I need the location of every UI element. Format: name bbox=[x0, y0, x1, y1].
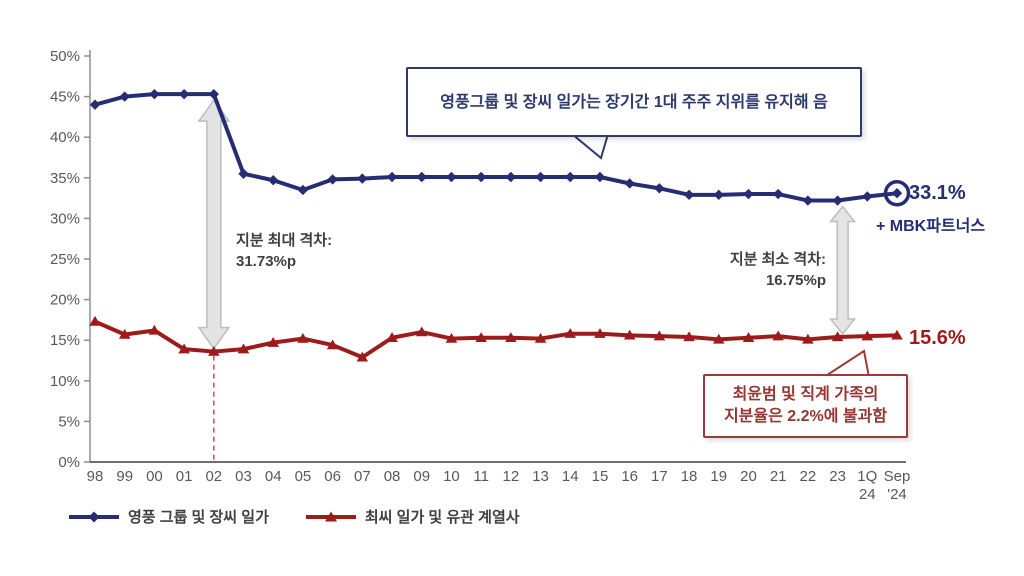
svg-text:05: 05 bbox=[295, 468, 312, 485]
svg-text:16: 16 bbox=[621, 468, 638, 485]
svg-text:02: 02 bbox=[205, 468, 222, 485]
min-gap-line2: 16.75%p bbox=[765, 272, 826, 289]
top-annotation-bubble: 영풍그룹 및 장씨 일가는 장기간 1대 주주 지위를 유지해 음 bbox=[406, 67, 862, 137]
max-gap-line1: 지분 최대 격차: bbox=[236, 232, 333, 249]
svg-text:23: 23 bbox=[829, 468, 846, 485]
svg-text:08: 08 bbox=[384, 468, 401, 485]
svg-text:06: 06 bbox=[324, 468, 341, 485]
legend-line-diamond-icon bbox=[68, 510, 120, 524]
svg-text:04: 04 bbox=[265, 468, 282, 485]
legend-label: 영풍 그룹 및 장씨 일가 bbox=[128, 509, 269, 526]
svg-text:13: 13 bbox=[532, 468, 549, 485]
svg-text:35%: 35% bbox=[50, 170, 80, 187]
svg-text:11: 11 bbox=[473, 468, 489, 485]
red-endpoint-value: 15.6% bbox=[909, 327, 966, 349]
svg-text:00: 00 bbox=[146, 468, 163, 485]
svg-text:12: 12 bbox=[503, 468, 520, 485]
svg-text:25%: 25% bbox=[50, 251, 80, 268]
svg-text:20%: 20% bbox=[50, 292, 80, 309]
red-annotation-line1: 최윤범 및 직계 가족의 bbox=[732, 386, 879, 403]
svg-text:10: 10 bbox=[443, 468, 460, 485]
min-gap-label: 지분 최소 격차: 16.75%p bbox=[690, 249, 826, 291]
max-gap-label: 지분 최대 격차: 31.73%p bbox=[236, 230, 332, 272]
svg-text:98: 98 bbox=[87, 468, 104, 485]
svg-text:Sep'24: Sep '24 bbox=[884, 468, 911, 503]
svg-text:21: 21 bbox=[770, 468, 787, 485]
svg-text:17: 17 bbox=[651, 468, 668, 485]
top-annotation-text: 영풍그룹 및 장씨 일가는 장기간 1대 주주 지위를 유지해 음 bbox=[440, 93, 828, 111]
svg-text:03: 03 bbox=[235, 468, 252, 485]
svg-text:15: 15 bbox=[592, 468, 609, 485]
svg-text:30%: 30% bbox=[50, 210, 80, 227]
legend-label: 최씨 일가 및 유관 계열사 bbox=[364, 509, 520, 526]
red-annotation-line2: 지분율은 2.2%에 불과함 bbox=[723, 408, 888, 425]
svg-text:40%: 40% bbox=[50, 129, 80, 146]
svg-text:5%: 5% bbox=[58, 413, 80, 430]
svg-text:22: 22 bbox=[800, 468, 817, 485]
legend-item-yeongpoong: 영풍 그룹 및 장씨 일가 bbox=[68, 506, 269, 527]
svg-text:15%: 15% bbox=[50, 332, 80, 349]
svg-text:09: 09 bbox=[413, 468, 430, 485]
svg-text:20: 20 bbox=[740, 468, 757, 485]
chart-legend: 영풍 그룹 및 장씨 일가 최씨 일가 및 유관 계열사 bbox=[68, 506, 520, 527]
svg-text:10%: 10% bbox=[50, 373, 80, 390]
svg-text:0%: 0% bbox=[58, 454, 80, 471]
min-gap-line1: 지분 최소 격차: bbox=[729, 251, 826, 268]
svg-text:50%: 50% bbox=[50, 48, 80, 65]
legend-item-choi: 최씨 일가 및 유관 계열사 bbox=[305, 506, 520, 527]
svg-text:01: 01 bbox=[176, 468, 193, 485]
svg-text:19: 19 bbox=[710, 468, 727, 485]
svg-text:99: 99 bbox=[116, 468, 133, 485]
svg-text:18: 18 bbox=[681, 468, 698, 485]
blue-endpoint-sub: + MBK파트너스 bbox=[876, 218, 986, 235]
svg-text:07: 07 bbox=[354, 468, 371, 485]
svg-text:45%: 45% bbox=[50, 89, 80, 106]
max-gap-line2: 31.73%p bbox=[236, 253, 297, 270]
red-annotation-bubble: 최윤범 및 직계 가족의 지분율은 2.2%에 불과함 bbox=[703, 374, 908, 438]
svg-text:14: 14 bbox=[562, 468, 579, 485]
blue-endpoint-value: 33.1% bbox=[909, 182, 966, 204]
legend-line-triangle-icon bbox=[305, 510, 357, 524]
